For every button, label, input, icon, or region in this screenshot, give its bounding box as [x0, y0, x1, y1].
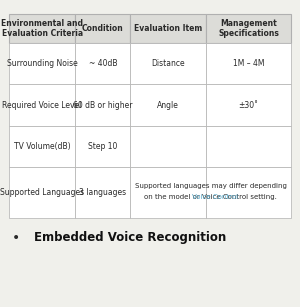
Text: on the model or Voice Control setting.: on the model or Voice Control setting.	[144, 194, 277, 200]
Text: Embedded Voice Recognition: Embedded Voice Recognition	[34, 231, 227, 244]
Text: Management
Specifications: Management Specifications	[218, 19, 279, 38]
Bar	[130, 14, 206, 43]
Text: •: •	[12, 231, 21, 245]
Bar	[206, 84, 291, 126]
Text: Condition: Condition	[82, 24, 124, 33]
Text: 3 languages: 3 languages	[79, 188, 126, 197]
Text: ~ 40dB: ~ 40dB	[88, 59, 117, 68]
Bar	[75, 14, 130, 43]
Text: 60 dB or higher: 60 dB or higher	[73, 101, 133, 110]
Bar	[75, 43, 130, 84]
Bar	[75, 84, 130, 126]
Bar	[206, 14, 291, 43]
Text: 1M – 4M: 1M – 4M	[233, 59, 265, 68]
Text: Supported languages may differ depending: Supported languages may differ depending	[135, 183, 286, 189]
Text: TV Volume(dB): TV Volume(dB)	[14, 142, 70, 151]
Bar	[9, 43, 75, 84]
Bar	[206, 167, 291, 218]
Text: Step 10: Step 10	[88, 142, 118, 151]
Bar	[9, 167, 75, 218]
Text: Environmental and
Evaluation Criteria: Environmental and Evaluation Criteria	[1, 19, 83, 38]
Bar	[130, 84, 206, 126]
Bar	[206, 126, 291, 167]
Text: Distance: Distance	[152, 59, 185, 68]
Bar	[130, 43, 206, 84]
Text: Evaluation Item: Evaluation Item	[134, 24, 202, 33]
Bar	[9, 126, 75, 167]
Bar	[130, 167, 206, 218]
Text: Required Voice Level: Required Voice Level	[2, 101, 82, 110]
Text: Supported Languages: Supported Languages	[0, 188, 84, 197]
Bar	[130, 126, 206, 167]
Text: Angle: Angle	[158, 101, 179, 110]
Bar	[9, 14, 75, 43]
Bar	[75, 167, 130, 218]
Text: Surrounding Noise: Surrounding Noise	[7, 59, 77, 68]
Bar	[206, 43, 291, 84]
Bar	[75, 126, 130, 167]
Text: Voice Control: Voice Control	[192, 194, 238, 200]
Text: ±30˚: ±30˚	[239, 101, 259, 110]
Bar	[9, 84, 75, 126]
